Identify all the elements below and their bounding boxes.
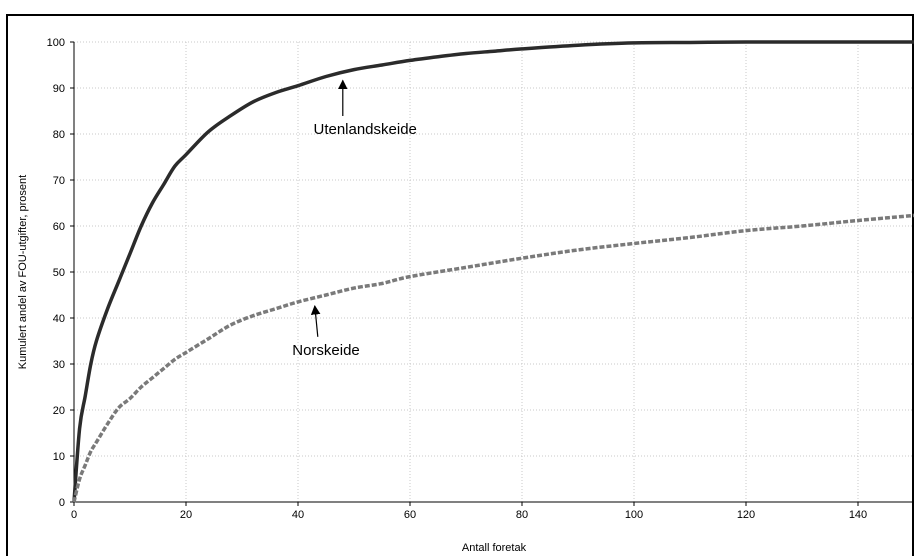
- grid-lines: [74, 41, 914, 502]
- y-tick-label: 70: [53, 175, 65, 187]
- y-tick-label: 40: [53, 313, 65, 325]
- annotation-label: Norskeide: [292, 342, 360, 359]
- tick-labels: 0 10 20 30 40 50 60 70 80 90 100 0 20 40 60 80 100 120 140: [47, 37, 868, 521]
- x-tick-label: 20: [180, 509, 192, 521]
- y-tick-label: 10: [53, 451, 65, 463]
- y-axis-title: Kumulert andel av FOU-utgifter, prosent: [17, 175, 29, 369]
- x-tick-label: 60: [404, 509, 416, 521]
- y-tick-label: 60: [53, 221, 65, 233]
- x-tick-label: 80: [516, 509, 528, 521]
- y-tick-label: 20: [53, 405, 65, 417]
- x-tick-label: 40: [292, 509, 304, 521]
- x-tick-label: 120: [737, 509, 755, 521]
- y-tick-label: 100: [47, 37, 65, 49]
- y-tick-label: 0: [59, 497, 65, 509]
- x-tick-label: 140: [849, 509, 867, 521]
- y-tick-label: 30: [53, 359, 65, 371]
- x-tick-label: 100: [625, 509, 643, 521]
- axes: [70, 41, 914, 506]
- y-tick-label: 50: [53, 267, 65, 279]
- annotation-label: Utenlandskeide: [313, 121, 416, 138]
- x-axis-title: Antall foretak: [462, 542, 527, 554]
- series-lines: [72, 40, 915, 503]
- chart-frame: [6, 14, 914, 556]
- y-tick-label: 80: [53, 129, 65, 141]
- series-line-utenlandskeide: [72, 40, 914, 503]
- x-tick-label: 0: [71, 509, 77, 521]
- annotations: Utenlandskeide Norskeide: [292, 79, 417, 359]
- annotation-arrow: [310, 304, 321, 337]
- y-tick-label: 90: [53, 83, 65, 95]
- series-line-norskeide: [72, 213, 915, 503]
